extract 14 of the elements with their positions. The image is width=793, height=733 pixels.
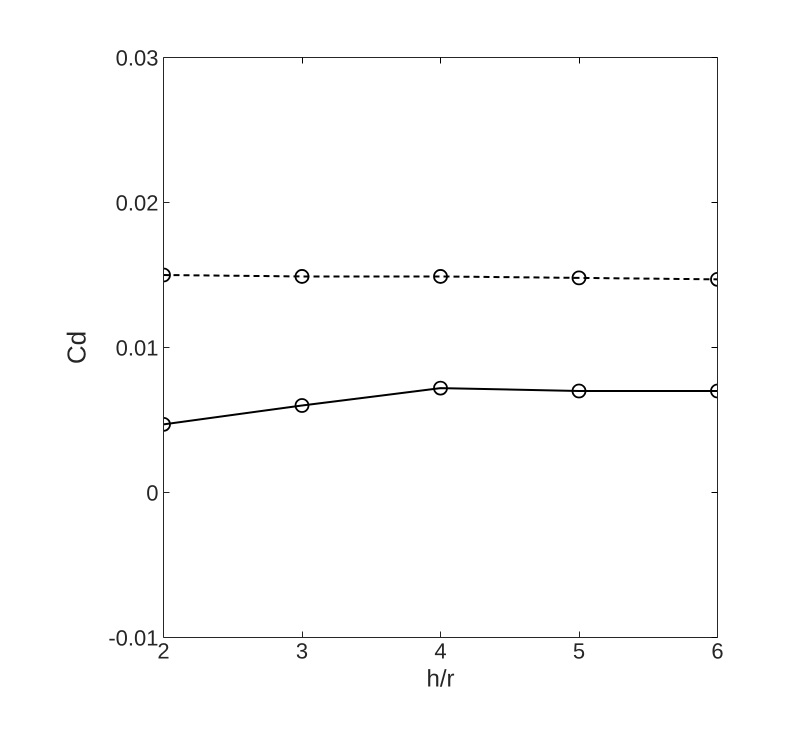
y-axis-title: Cd	[61, 330, 92, 364]
x-tick-label: 5	[572, 638, 586, 664]
x-axis-title: h/r	[426, 666, 455, 692]
y-tick-label: 0	[146, 480, 159, 506]
x-tick-label: 3	[296, 638, 308, 664]
y-tick-label: 0.01	[116, 336, 159, 360]
x-tick-label: 4	[434, 638, 447, 664]
x-tick-label: 2	[157, 638, 170, 664]
y-tick-label: 0.03	[116, 46, 159, 70]
point	[433, 380, 448, 396]
y-tick-label: -0.01	[108, 626, 159, 650]
y-tick-label: 0.02	[116, 190, 159, 216]
x-tick-label: 6	[711, 638, 724, 664]
point	[433, 269, 448, 284]
